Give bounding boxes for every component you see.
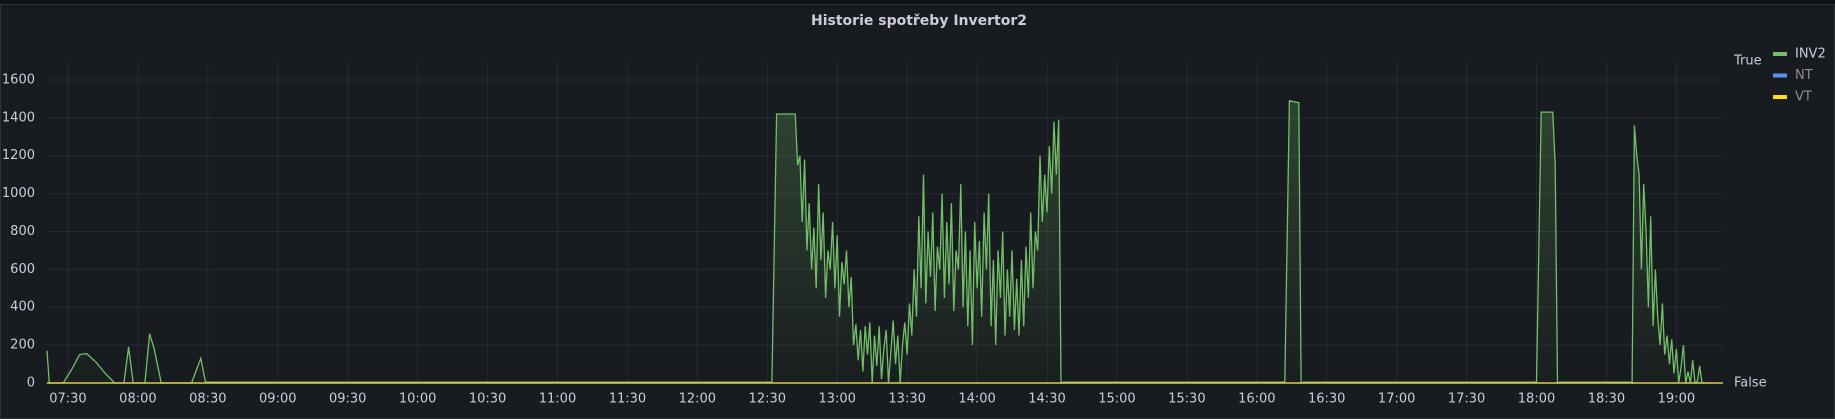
y-tick-label: 200	[10, 338, 35, 353]
x-tick-label: 10:30	[469, 392, 506, 407]
y-tick-label: 1000	[2, 186, 35, 201]
x-tick-label: 16:00	[1238, 392, 1275, 407]
x-tick-label: 09:00	[259, 392, 296, 407]
x-tick-label: 18:00	[1518, 392, 1555, 407]
x-tick-label: 15:00	[1098, 392, 1135, 407]
x-tick-label: 08:30	[189, 392, 226, 407]
x-tick-label: 10:00	[399, 392, 436, 407]
x-tick-label: 13:00	[818, 392, 855, 407]
x-tick-label: 11:30	[609, 392, 646, 407]
x-tick-label: 08:00	[119, 392, 156, 407]
panel-title: Historie spotřeby Invertor2	[811, 13, 1027, 29]
x-tick-label: 16:30	[1308, 392, 1345, 407]
x-tick-label: 15:30	[1168, 392, 1205, 407]
x-tick-label: 12:00	[679, 392, 716, 407]
x-tick-label: 17:30	[1448, 392, 1485, 407]
y-tick-label: 400	[10, 300, 35, 315]
y-tick-label: 600	[10, 262, 35, 277]
x-tick-label: 12:30	[749, 392, 786, 407]
y-tick-label: 0	[27, 376, 35, 391]
x-tick-label: 17:00	[1378, 392, 1415, 407]
legend-label: VT	[1795, 90, 1812, 105]
series-area	[47, 100, 1707, 384]
y2-tick-label: False	[1734, 376, 1767, 391]
x-tick-label: 11:00	[539, 392, 576, 407]
legend-label: INV2	[1795, 47, 1826, 62]
series-line	[46, 100, 1707, 385]
y-tick-label: 800	[10, 224, 35, 239]
y-tick-label: 1400	[2, 110, 35, 125]
x-tick-label: 19:00	[1658, 392, 1695, 407]
x-tick-label: 09:30	[329, 392, 366, 407]
x-tick-label: 14:30	[1028, 392, 1065, 407]
x-tick-label: 13:30	[888, 392, 925, 407]
legend-label: NT	[1795, 68, 1813, 83]
y-tick-label: 1600	[2, 72, 35, 87]
x-tick-label: 18:30	[1588, 392, 1625, 407]
y-tick-label: 1200	[2, 148, 35, 163]
y2-tick-label: True	[1733, 54, 1762, 69]
x-tick-label: 14:00	[958, 392, 995, 407]
x-tick-label: 07:30	[49, 392, 86, 407]
